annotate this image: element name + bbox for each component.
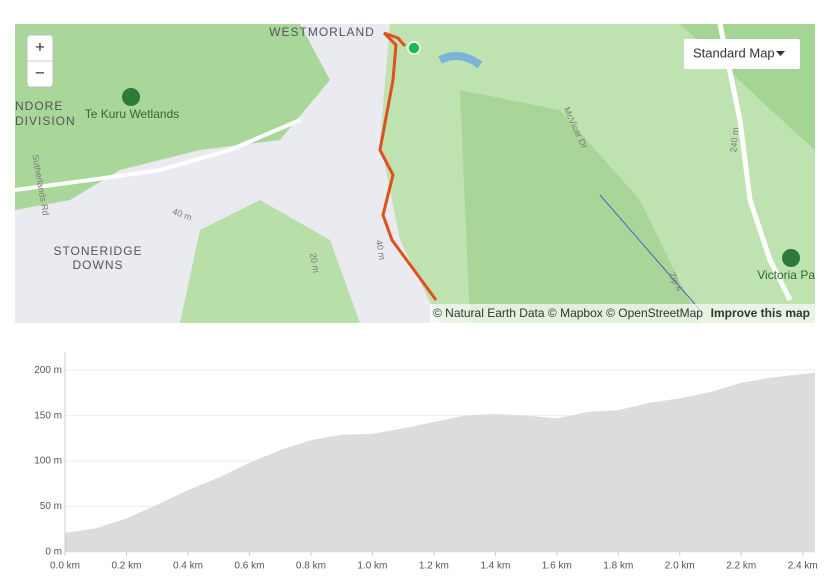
park-icon	[782, 249, 800, 267]
map-label: WESTMORLAND	[269, 25, 375, 39]
map-label: STONERIDGE	[53, 244, 142, 258]
x-tick-label: 1.0 km	[357, 561, 387, 572]
x-tick-label: 0.8 km	[296, 561, 326, 572]
y-tick-label: 0 m	[45, 547, 62, 558]
road	[14, 118, 301, 192]
map-label: 20 m	[308, 252, 321, 273]
improve-link[interactable]: Improve this map	[711, 306, 810, 320]
attribution: © Natural Earth Data © Mapbox © OpenStre…	[433, 306, 703, 320]
map-label: NDORE	[15, 99, 63, 113]
x-tick-label: 2.0 km	[665, 561, 695, 572]
park	[15, 24, 330, 210]
park	[180, 200, 360, 323]
zipline	[599, 194, 701, 311]
y-tick-label: 150 m	[34, 410, 62, 421]
zoom-in[interactable]: +	[35, 37, 45, 56]
y-tick-label: 50 m	[40, 501, 62, 512]
x-tick-label: 0.4 km	[173, 561, 203, 572]
park-icon	[122, 88, 140, 106]
water	[438, 52, 483, 69]
x-tick-label: 1.8 km	[603, 561, 633, 572]
caret	[776, 51, 785, 56]
map-label: 40 m	[374, 239, 387, 260]
map-label: DIVISION	[15, 114, 76, 128]
style-button[interactable]: Standard Map	[693, 45, 775, 60]
map-label: Te Kuru Wetlands	[85, 107, 180, 121]
map-label: DOWNS	[73, 258, 124, 272]
x-tick-label: 1.4 km	[480, 561, 510, 572]
style-button-bg[interactable]	[684, 39, 800, 69]
x-tick-label: 1.2 km	[419, 561, 449, 572]
elevation-area	[65, 372, 815, 552]
attribution-bg	[430, 304, 815, 323]
route	[378, 31, 438, 301]
park	[460, 90, 700, 323]
start-marker	[407, 41, 421, 55]
map: WESTMORLAND NDORE DIVISION Te Kuru Wetla…	[14, 23, 815, 323]
x-tick-label: 1.6 km	[542, 561, 572, 572]
map-label: Victoria Pa	[757, 268, 815, 282]
y-tick-label: 200 m	[34, 365, 62, 376]
y-tick-label: 100 m	[34, 456, 62, 467]
road	[717, 23, 793, 302]
elevation-chart: 0 m 50 m 100 m 150 m 200 m 0.0 km 0.2 km 0.4 km…	[34, 352, 818, 572]
x-tick-label: 2.2 km	[726, 561, 756, 572]
map-label: 240 m	[728, 127, 740, 153]
zoom-out[interactable]: −	[35, 63, 45, 82]
x-tick-label: 0.0 km	[50, 561, 80, 572]
x-tick-label: 2.4 km	[788, 561, 818, 572]
x-tick-label: 0.2 km	[111, 561, 141, 572]
x-tick-label: 0.6 km	[234, 561, 264, 572]
route	[383, 31, 407, 47]
